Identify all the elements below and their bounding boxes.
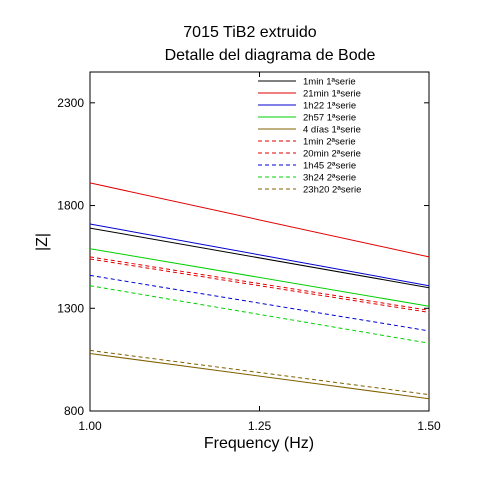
legend-entry-label: 2h57 1ªserie [303,113,356,124]
legend-entry-label: 1h22 1ªserie [303,101,356,112]
legend-entry-label: 1min 2ªserie [303,137,356,148]
series-line-4 [89,353,430,400]
legend-entry-label: 1min 1ªserie [303,77,356,88]
series-line-9 [89,349,430,396]
legend-entry-label: 3h24 2ªserie [303,173,356,184]
axes-layer: 1.00 1.25 1.50 800 1300 1800 2300 [57,72,441,433]
y-axis-label: |Z| [34,233,51,251]
series-line-8 [89,285,430,344]
series-line-3 [89,248,430,307]
series-line-5 [89,258,430,313]
y-tick-label: 1300 [57,301,84,315]
legend-entry-label: 23h20 2ªserie [303,185,361,196]
legend-entry-label: 21min 1ªserie [303,89,361,100]
series-line-6 [89,256,430,311]
series-line-1 [89,182,430,258]
chart-subtitle: Detalle del diagrama de Bode [165,47,376,64]
legend-entry-label: 1h45 2ªserie [303,161,356,172]
y-tick-label: 2300 [57,96,84,110]
series-line-7 [89,274,430,332]
y-tick-label: 1800 [57,199,84,213]
x-tick-label: 1.50 [417,419,441,433]
x-tick-label: 1.25 [248,419,272,433]
chart-title: 7015 TiB2 extruido [183,24,317,41]
x-tick-label: 1.00 [78,419,102,433]
series-layer [89,182,430,400]
x-axis-label: Frequency (Hz) [204,435,314,452]
legend-entry-label: 20min 2ªserie [303,149,361,160]
y-tick-label: 800 [64,404,84,418]
series-line-2 [89,223,430,287]
series-line-0 [89,227,430,289]
legend-entry-label: 4 días 1ªserie [303,125,361,136]
